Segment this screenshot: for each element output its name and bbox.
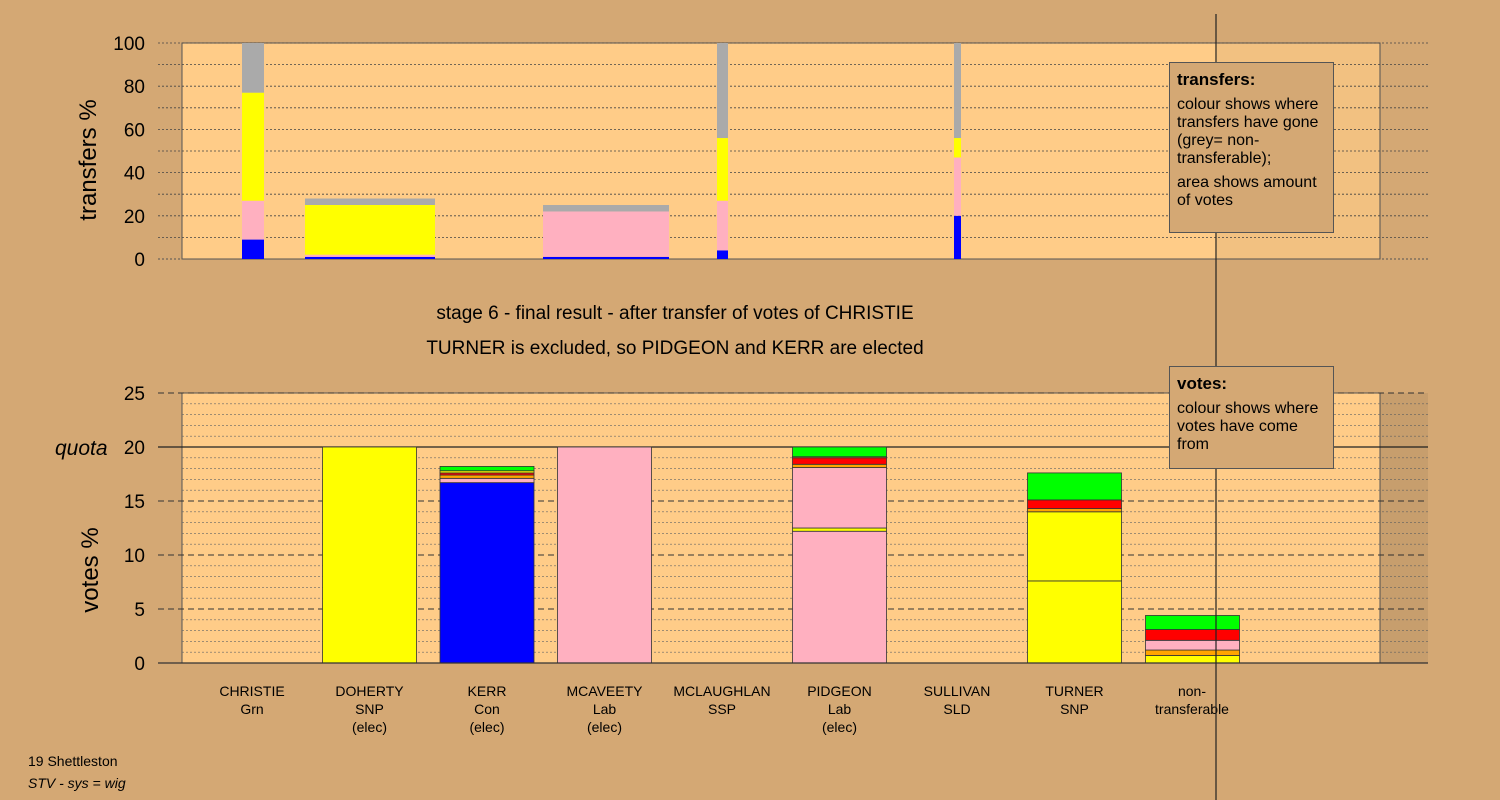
votes-side-shade — [1380, 393, 1428, 663]
transfer-bar-segment — [954, 138, 961, 158]
candidate-label: Lab — [593, 701, 617, 717]
transfer-bar-segment — [305, 198, 435, 205]
candidate-label: PIDGEON — [807, 683, 872, 699]
transfer-bar-segment — [242, 43, 264, 93]
candidate-label: SNP — [1060, 701, 1089, 717]
vote-bar-segment — [792, 467, 887, 529]
transfers-ylabel: transfers % — [75, 99, 102, 220]
candidate-label: SLD — [943, 701, 970, 717]
system-label: STV - sys = wig — [28, 775, 126, 791]
vote-bar-segment — [792, 463, 887, 468]
vote-bar-segment — [1027, 580, 1122, 664]
transfers-legend-line2: area shows amount of votes — [1177, 174, 1317, 209]
vote-bar-segment — [792, 530, 887, 664]
vote-bar-segment — [792, 457, 887, 465]
vote-bar-segment — [1145, 655, 1240, 664]
quota-label: quota — [55, 437, 108, 460]
transfer-bar-segment — [305, 205, 435, 255]
transfer-bar-segment — [543, 205, 669, 212]
votes-ylabel: votes % — [77, 527, 104, 612]
votes-ytick-label: 20 — [124, 438, 145, 459]
transfers-legend-title: transfers: — [1177, 70, 1256, 89]
candidate-label: (elec) — [469, 719, 504, 735]
transfer-bar-segment — [543, 256, 669, 259]
votes-ytick-label: 25 — [124, 384, 145, 405]
candidate-label: (elec) — [352, 719, 387, 735]
vote-bar-segment — [1027, 508, 1122, 513]
candidate-label: MCLAUGHLAN — [673, 683, 770, 699]
vote-bar-segment — [1027, 511, 1122, 582]
transfer-bar-segment — [954, 157, 961, 216]
vote-bar-segment — [439, 482, 535, 664]
candidate-label: CHRISTIE — [219, 683, 284, 699]
candidate-label: Con — [474, 701, 500, 717]
vote-bar-segment — [439, 474, 535, 479]
transfer-bar-segment — [954, 215, 961, 259]
vote-bar-segment — [322, 446, 417, 664]
transfer-bar-segment — [242, 239, 264, 259]
transfer-bar-segment — [954, 43, 961, 139]
transfers-legend-line1: colour shows where transfers have gone (… — [1177, 96, 1319, 167]
candidate-label: non- — [1178, 683, 1206, 699]
candidate-label: Lab — [828, 701, 852, 717]
transfers-ytick-label: 80 — [124, 77, 145, 98]
candidate-label: transferable — [1155, 701, 1229, 717]
candidate-label: SULLIVAN — [924, 683, 991, 699]
candidate-label: TURNER — [1045, 683, 1103, 699]
transfers-ytick-label: 0 — [134, 250, 145, 271]
candidate-label: DOHERTY — [335, 683, 404, 699]
vote-bar-segment — [1145, 629, 1240, 641]
transfer-bar-segment — [717, 250, 728, 259]
vote-bar-segment — [439, 466, 535, 472]
transfer-bar-segment — [543, 211, 669, 257]
transfer-bar-segment — [242, 200, 264, 240]
transfer-bar-segment — [717, 200, 728, 251]
candidate-label: MCAVEETY — [567, 683, 644, 699]
votes-ytick-label: 5 — [134, 600, 145, 621]
vote-bar-segment — [557, 446, 652, 664]
vote-bar-segment — [1027, 472, 1122, 501]
votes-legend-line1: colour shows where votes have come from — [1177, 400, 1319, 453]
votes-legend-title: votes: — [1177, 374, 1228, 393]
candidate-label: (elec) — [587, 719, 622, 735]
transfer-bar-segment — [242, 92, 264, 201]
votes-ytick-label: 10 — [124, 546, 145, 567]
stage-title: stage 6 - final result - after transfer … — [436, 303, 913, 324]
candidate-label: SSP — [708, 701, 736, 717]
votes-legend: votes: colour shows where votes have com… — [1169, 366, 1334, 469]
vote-bar-segment — [1145, 649, 1240, 656]
vote-bar-segment — [1145, 615, 1240, 630]
transfers-ytick-label: 40 — [124, 164, 145, 185]
transfers-legend: transfers: colour shows where transfers … — [1169, 62, 1334, 233]
transfer-bar-segment — [717, 138, 728, 201]
candidate-label: KERR — [468, 683, 507, 699]
vote-bar-segment — [792, 527, 887, 532]
transfer-bar-segment — [717, 43, 728, 139]
votes-ytick-label: 15 — [124, 492, 145, 513]
candidate-label: SNP — [355, 701, 384, 717]
outcome-title: TURNER is excluded, so PIDGEON and KERR … — [426, 338, 923, 359]
vote-bar-segment — [792, 446, 887, 458]
transfers-ytick-label: 60 — [124, 120, 145, 141]
transfer-bar-segment — [305, 256, 435, 259]
candidate-label: (elec) — [822, 719, 857, 735]
transfers-ytick-label: 100 — [113, 34, 145, 55]
vote-bar-segment — [1145, 639, 1240, 651]
votes-ytick-label: 0 — [134, 654, 145, 675]
candidate-label: Grn — [240, 701, 263, 717]
transfer-bar-segment — [305, 254, 435, 257]
constituency-label: 19 Shettleston — [28, 753, 118, 769]
vote-bar-segment — [1027, 499, 1122, 509]
transfers-ytick-label: 20 — [124, 207, 145, 228]
vote-bar-segment — [439, 477, 535, 484]
